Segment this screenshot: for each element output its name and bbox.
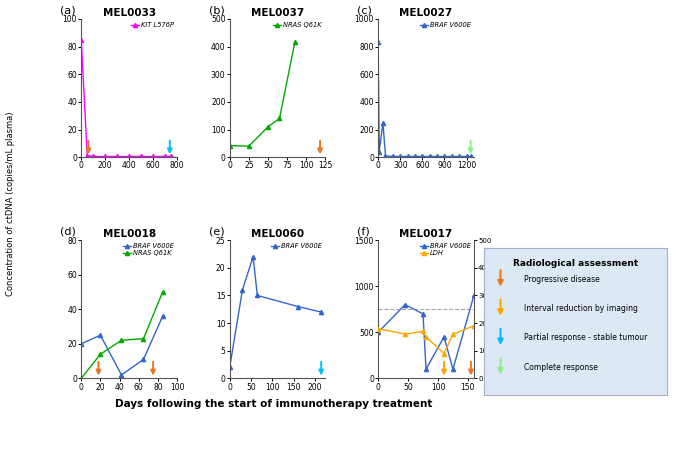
Text: Days following the start of immunotherapy treatment: Days following the start of immunotherap…: [116, 399, 433, 410]
BRAF V600E: [374, 40, 383, 45]
Title: MEL0060: MEL0060: [251, 229, 304, 239]
Text: Interval reduction by imaging: Interval reduction by imaging: [524, 304, 638, 313]
NRAS Q61K: [117, 338, 125, 343]
KIT L576P: [113, 154, 121, 159]
KIT L576P: [167, 154, 175, 159]
BRAF V600E: [158, 313, 167, 319]
BRAF V600E: [317, 309, 325, 315]
BRAF V600E: [139, 357, 148, 362]
BRAF V600E: [238, 287, 246, 293]
BRAF V600E: [419, 311, 427, 317]
NRAS Q61K: [139, 336, 148, 342]
Text: Concentration of ctDNA (copies/mL plasma): Concentration of ctDNA (copies/mL plasma…: [5, 111, 15, 296]
BRAF V600E: [374, 330, 383, 335]
Legend: NRAS Q61K: NRAS Q61K: [274, 22, 322, 28]
BRAF V600E: [462, 154, 471, 159]
LDH: [470, 323, 478, 329]
BRAF V600E: [440, 334, 448, 340]
Title: MEL0018: MEL0018: [102, 229, 156, 239]
Legend: BRAF V600E, LDH: BRAF V600E, LDH: [420, 244, 471, 256]
BRAF V600E: [403, 154, 412, 159]
Text: Partial response - stable tumour: Partial response - stable tumour: [524, 333, 648, 342]
Line: NRAS Q61K: NRAS Q61K: [79, 290, 165, 380]
Text: (e): (e): [209, 226, 224, 236]
Line: BRAF V600E: BRAF V600E: [79, 314, 165, 377]
Title: MEL0037: MEL0037: [251, 8, 304, 18]
Text: Progressive disease: Progressive disease: [524, 275, 600, 284]
BRAF V600E: [470, 293, 478, 298]
BRAF V600E: [381, 153, 389, 158]
Legend: BRAF V600E: BRAF V600E: [271, 244, 322, 249]
NRAS Q61K: [158, 289, 167, 295]
LDH: [422, 334, 430, 340]
KIT L576P: [89, 154, 97, 159]
Title: MEL0017: MEL0017: [399, 229, 453, 239]
BRAF V600E: [253, 293, 261, 298]
KIT L576P: [137, 154, 145, 159]
LDH: [419, 329, 427, 334]
Legend: BRAF V600E: BRAF V600E: [420, 22, 471, 28]
LDH: [440, 350, 448, 356]
BRAF V600E: [411, 154, 419, 159]
Text: (b): (b): [209, 5, 224, 15]
KIT L576P: [77, 37, 85, 43]
BRAF V600E: [455, 154, 463, 159]
BRAF V600E: [225, 365, 234, 370]
BRAF V600E: [433, 154, 441, 159]
LDH: [449, 331, 457, 337]
Title: MEL0027: MEL0027: [399, 8, 453, 18]
KIT L576P: [161, 154, 169, 159]
Y-axis label: LDH U/L: LDH U/L: [497, 295, 503, 323]
Text: (a): (a): [60, 5, 76, 15]
BRAF V600E: [440, 154, 448, 159]
NRAS Q61K: [264, 124, 272, 130]
BRAF V600E: [447, 154, 456, 159]
BRAF V600E: [249, 254, 257, 260]
Text: (f): (f): [357, 226, 370, 236]
NRAS Q61K: [245, 143, 253, 149]
BRAF V600E: [401, 302, 409, 307]
LDH: [401, 331, 409, 337]
BRAF V600E: [379, 120, 387, 125]
KIT L576P: [101, 154, 109, 159]
Line: BRAF V600E: BRAF V600E: [227, 254, 324, 369]
Text: Radiological assessment: Radiological assessment: [512, 259, 638, 268]
BRAF V600E: [418, 154, 427, 159]
BRAF V600E: [426, 154, 434, 159]
Line: KIT L576P: KIT L576P: [79, 37, 173, 158]
Line: BRAF V600E: BRAF V600E: [376, 40, 473, 158]
KIT L576P: [83, 153, 91, 158]
NRAS Q61K: [290, 40, 299, 45]
NRAS Q61K: [96, 351, 104, 357]
Legend: BRAF V600E, NRAS Q61K: BRAF V600E, NRAS Q61K: [123, 244, 174, 256]
Line: LDH: LDH: [376, 324, 476, 356]
NRAS Q61K: [77, 376, 85, 381]
Line: NRAS Q61K: NRAS Q61K: [227, 40, 297, 148]
BRAF V600E: [422, 367, 430, 372]
BRAF V600E: [77, 341, 85, 347]
KIT L576P: [149, 154, 157, 159]
Line: BRAF V600E: BRAF V600E: [376, 293, 476, 371]
Text: (d): (d): [60, 226, 76, 236]
BRAF V600E: [117, 372, 125, 378]
LDH: [374, 326, 383, 332]
NRAS Q61K: [276, 115, 284, 121]
BRAF V600E: [294, 304, 302, 309]
BRAF V600E: [389, 154, 397, 159]
BRAF V600E: [396, 154, 404, 159]
Text: (c): (c): [357, 5, 372, 15]
BRAF V600E: [467, 154, 475, 159]
BRAF V600E: [449, 367, 457, 372]
NRAS Q61K: [225, 143, 234, 149]
BRAF V600E: [96, 333, 104, 338]
Title: MEL0033: MEL0033: [102, 8, 156, 18]
Text: Complete response: Complete response: [524, 363, 598, 372]
KIT L576P: [125, 154, 133, 159]
Legend: KIT L576P: KIT L576P: [131, 22, 174, 28]
BRAF V600E: [375, 149, 383, 155]
